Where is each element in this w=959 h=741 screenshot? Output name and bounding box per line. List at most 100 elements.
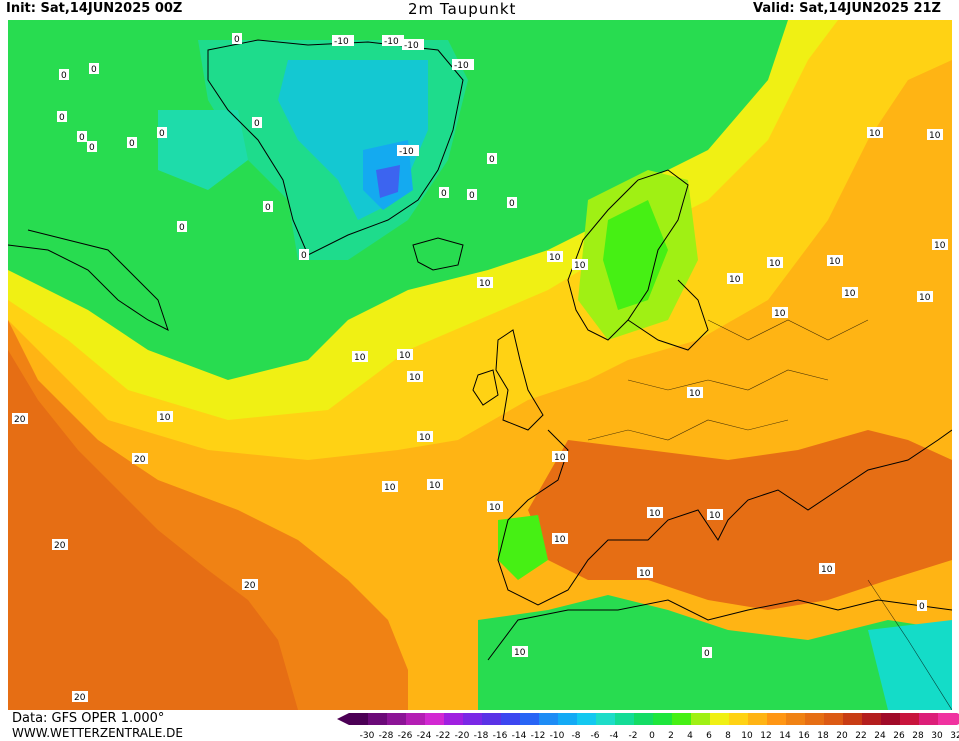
coast-ireland (472, 369, 499, 406)
legend-swatch (368, 713, 387, 725)
coastlines (8, 39, 952, 661)
contour-label: 0 (441, 189, 447, 199)
contour-label-bg (767, 257, 783, 268)
contour-label-bg (552, 451, 568, 462)
field-iberia (498, 515, 548, 580)
contour-label-bg (917, 291, 933, 302)
contour-label-bg (12, 413, 28, 424)
legend-tick-label: -12 (531, 731, 546, 741)
contour-label-bg (87, 141, 97, 152)
legend-swatch (729, 713, 748, 725)
contour-label: 10 (409, 373, 421, 383)
contour-label: 0 (59, 113, 65, 123)
legend-tick-label: -16 (493, 731, 508, 741)
contour-label-bg (132, 453, 148, 464)
contour-label-bg (232, 33, 242, 44)
contour-label-bg (57, 111, 67, 122)
contour-label: 10 (479, 279, 491, 289)
legend-swatch (862, 713, 881, 725)
contour-label: 10 (709, 511, 721, 521)
contour-label: 0 (704, 649, 710, 659)
legend-tick-label: -26 (398, 731, 413, 741)
legend-tick-label: -30 (360, 731, 375, 741)
legend-bar (337, 713, 959, 725)
contour-label: 0 (159, 129, 165, 139)
contour-label: 0 (179, 223, 185, 233)
contour-label: -10 (384, 37, 399, 47)
coast-scandinavia (567, 169, 689, 341)
coast-baltic (627, 279, 709, 351)
border-3 (707, 319, 869, 341)
init-time: Init: Sat,14JUN2025 00Z (6, 1, 183, 16)
contour-label-bg (927, 129, 943, 140)
contour-label-bg (439, 187, 449, 198)
color-legend: -30 -28 -26 -24 -22 -20 -18 -16 -14 -12 -10 -8 -6 -4-… (337, 713, 959, 741)
legend-tick-label: 10 (741, 731, 753, 741)
coast-europe (497, 429, 952, 606)
contour-label: 10 (549, 253, 561, 263)
contour-label: 0 (234, 35, 240, 45)
contour-label-bg (382, 481, 398, 492)
legend-swatch (520, 713, 539, 725)
legend-swatch (349, 713, 368, 725)
legend-swatch (482, 713, 501, 725)
contour-label-bg (772, 307, 788, 318)
contour-label-bg (647, 507, 663, 518)
contour-label-bg (157, 127, 167, 138)
contour-label-bg (397, 349, 413, 360)
contour-label-bg (452, 59, 474, 70)
contour-label: 0 (301, 251, 307, 261)
legend-swatch (653, 713, 672, 725)
legend-swatch (444, 713, 463, 725)
field-africa-dry (478, 595, 952, 710)
legend-tick-label: 28 (912, 731, 924, 741)
contour-label-bg (637, 567, 653, 578)
contour-label-bg (819, 563, 835, 574)
contour-label: 0 (79, 133, 85, 143)
coast-greenland (207, 39, 464, 256)
contour-label-bg (52, 539, 68, 550)
legend-tick-label: -2 (629, 731, 638, 741)
legend-tick-label: 26 (893, 731, 905, 741)
legend-swatch (387, 713, 406, 725)
contour-label-bg (89, 63, 99, 74)
contour-label-bg (827, 255, 843, 266)
legend-tick-label: -6 (591, 731, 600, 741)
contour-label-bg (77, 131, 87, 142)
legend-ticks: -30 -28 -26 -24 -22 -20 -18 -16 -14 -12 -10 -8 -6 -4-… (360, 731, 959, 741)
contour-label-bg (477, 277, 493, 288)
contour-label: 20 (244, 581, 256, 591)
legend-swatch (919, 713, 938, 725)
contour-label: 0 (91, 65, 97, 75)
contour-label-bg (127, 137, 137, 148)
legend-swatch (843, 713, 862, 725)
contour-label: 0 (469, 191, 475, 201)
contour-label: 10 (919, 293, 931, 303)
contour-label: 10 (554, 535, 566, 545)
legend-tick-label: 2 (668, 731, 674, 741)
legend-swatch (558, 713, 577, 725)
border-2 (627, 369, 829, 391)
legend-swatch (596, 713, 615, 725)
contour-label-bg (687, 387, 703, 398)
legend-tick-label: -24 (417, 731, 432, 741)
contour-label: 10 (159, 413, 171, 423)
contour-label: 10 (769, 259, 781, 269)
valid-time: Valid: Sat,14JUN2025 21Z (753, 1, 941, 16)
field-greenland-core (376, 165, 400, 198)
contour-label-bg (299, 249, 309, 260)
contour-label-bg (552, 533, 568, 544)
contour-label-bg (512, 646, 528, 657)
contour-label: 10 (399, 351, 411, 361)
contour-label: 0 (265, 203, 271, 213)
legend-swatch (805, 713, 824, 725)
contour-label: -10 (404, 41, 419, 51)
legend-swatch (786, 713, 805, 725)
contour-label: 0 (489, 155, 495, 165)
contour-label-bg (867, 127, 883, 138)
contour-label: -10 (334, 37, 349, 47)
contour-label-bg (427, 479, 443, 490)
header-bar: Init: Sat,14JUN2025 00Z 2m Taupunkt Vali… (0, 0, 959, 20)
contour-label-bg (242, 579, 258, 590)
legend-tick-label: -10 (550, 731, 565, 741)
